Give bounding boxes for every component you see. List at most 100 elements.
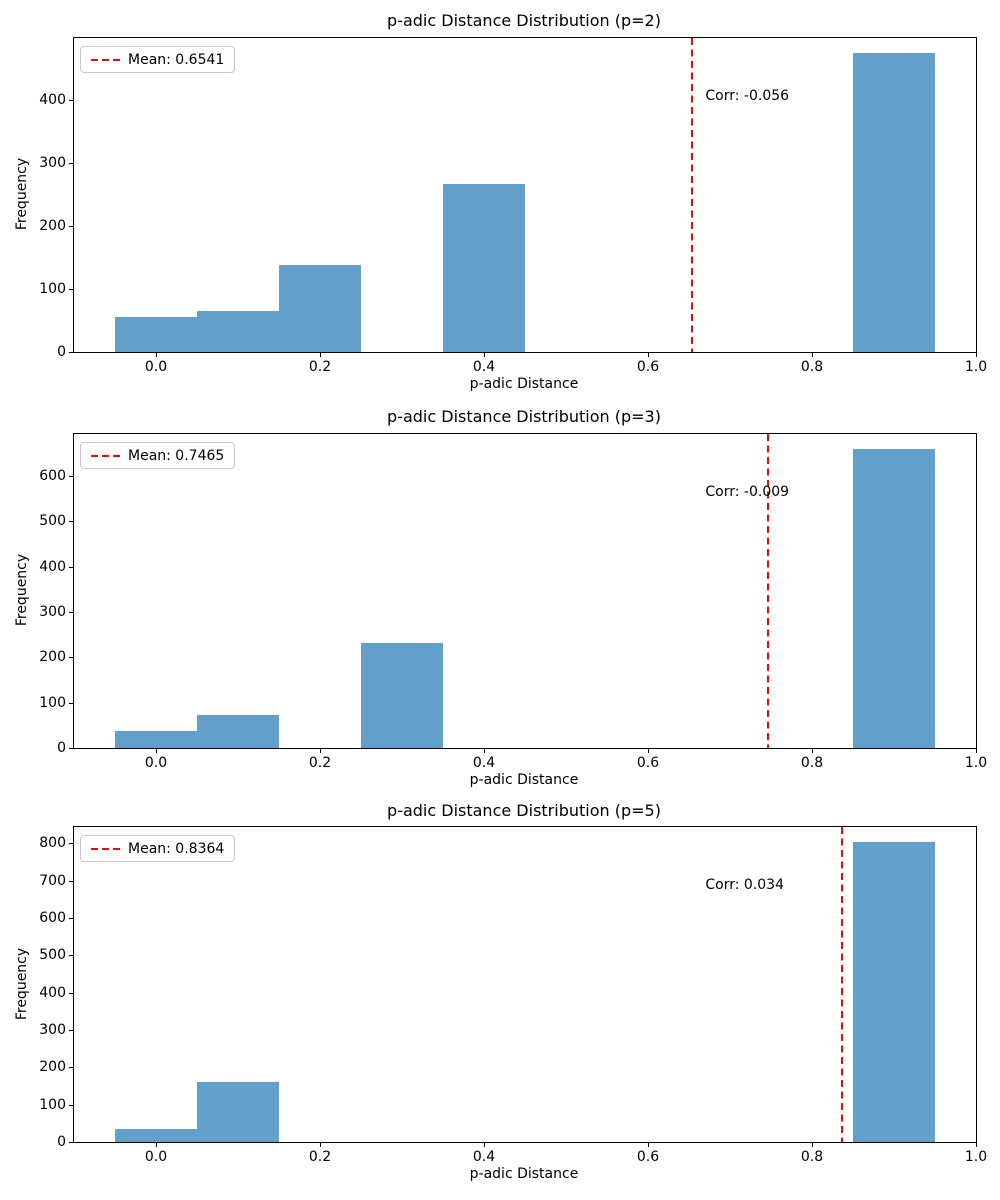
y-tick-label: 300 <box>39 604 66 621</box>
mean-line <box>840 827 843 1142</box>
x-tick-label: 1.0 <box>964 1149 988 1165</box>
x-tick-mark <box>156 353 157 357</box>
y-tick-label: 400 <box>39 558 66 575</box>
y-tick-mark <box>69 566 73 568</box>
corr-annotation: Corr: 0.034 <box>705 877 784 893</box>
legend-label: Mean: 0.8364 <box>128 840 225 857</box>
y-tick-label: 100 <box>39 1096 66 1113</box>
y-tick-mark <box>69 1067 73 1069</box>
x-tick-mark <box>648 749 649 753</box>
y-tick-mark <box>69 955 73 957</box>
plot-title: p-adic Distance Distribution (p=3) <box>387 407 661 426</box>
y-tick-label: 500 <box>39 947 66 964</box>
x-tick-mark <box>976 1143 977 1147</box>
y-tick-mark <box>69 1030 73 1032</box>
x-tick-mark <box>484 749 485 753</box>
y-tick-label: 700 <box>39 872 66 889</box>
plot-area: Mean: 0.6541 Corr: -0.056 0.0 0.2 0.4 0.6 0.… <box>39 37 987 375</box>
y-tick-mark <box>69 992 73 994</box>
x-tick-label: 0.0 <box>144 755 168 771</box>
x-tick-mark <box>320 1143 321 1147</box>
x-tick-label: 0.4 <box>472 1149 496 1165</box>
mean-line-legend-swatch <box>91 58 120 61</box>
legend: Mean: 0.8364 <box>80 835 236 862</box>
mean-line <box>691 38 694 352</box>
legend: Mean: 0.6541 <box>80 46 236 73</box>
histogram-bar <box>197 311 279 352</box>
y-tick-label: 400 <box>39 92 66 109</box>
x-tick-mark <box>484 1143 485 1147</box>
histogram-bar <box>115 1128 197 1142</box>
y-tick-mark <box>69 612 73 614</box>
y-tick-label: 300 <box>39 155 66 172</box>
y-tick-mark <box>69 748 73 749</box>
x-tick-mark <box>812 1143 813 1147</box>
x-tick-mark <box>812 353 813 357</box>
y-tick-label: 200 <box>39 1059 66 1076</box>
y-tick-label: 100 <box>39 694 66 711</box>
y-tick-label: 200 <box>39 649 66 666</box>
y-tick-label: 200 <box>39 218 66 235</box>
y-tick-label: 0 <box>57 740 66 756</box>
x-tick-mark <box>320 353 321 357</box>
y-tick-label: 100 <box>39 281 66 298</box>
x-tick-label: 0.0 <box>144 1149 168 1165</box>
x-tick-label: 1.0 <box>964 359 988 375</box>
histogram-bar <box>853 448 935 748</box>
plot-title: p-adic Distance Distribution (p=5) <box>387 801 661 820</box>
x-tick-label: 0.6 <box>636 359 660 375</box>
mean-line-legend-swatch <box>91 847 120 850</box>
y-tick-mark <box>69 100 73 102</box>
x-tick-label: 0.8 <box>800 359 824 375</box>
x-tick-label: 0.4 <box>472 755 496 771</box>
y-tick-mark <box>69 289 73 291</box>
y-tick-mark <box>69 918 73 920</box>
y-tick-label: 800 <box>39 835 66 852</box>
x-tick-mark <box>812 749 813 753</box>
y-tick-mark <box>69 657 73 659</box>
x-tick-label: 0.8 <box>800 755 824 771</box>
y-tick-mark <box>69 880 73 882</box>
y-tick-mark <box>69 352 73 353</box>
legend-label: Mean: 0.6541 <box>128 51 225 68</box>
x-tick-mark <box>648 353 649 357</box>
y-tick-mark <box>69 1104 73 1106</box>
x-tick-mark <box>156 749 157 753</box>
x-tick-mark <box>648 1143 649 1147</box>
x-axis-label: p-adic Distance <box>469 772 579 788</box>
histogram-bar <box>853 842 935 1142</box>
plot-title: p-adic Distance Distribution (p=2) <box>387 11 661 30</box>
x-tick-mark <box>484 353 485 357</box>
plot-area: Mean: 0.8364 Corr: 0.034 0.0 0.2 0.4 0.6 0.8… <box>39 826 987 1165</box>
x-tick-label: 0.2 <box>308 755 332 771</box>
x-tick-label: 0.0 <box>144 359 168 375</box>
y-tick-label: 300 <box>39 1022 66 1039</box>
x-tick-mark <box>976 353 977 357</box>
y-tick-mark <box>69 843 73 845</box>
y-tick-mark <box>69 1142 73 1143</box>
corr-annotation: Corr: -0.056 <box>705 87 790 104</box>
corr-annotation: Corr: -0.009 <box>705 483 790 500</box>
y-tick-mark <box>69 702 73 704</box>
y-tick-label: 0 <box>57 1134 66 1150</box>
histogram-bar <box>197 1082 279 1142</box>
x-tick-label: 0.2 <box>308 1149 332 1165</box>
histogram-bar <box>279 265 361 352</box>
x-tick-label: 0.6 <box>636 1149 660 1165</box>
histogram-bar <box>443 183 525 352</box>
x-tick-mark <box>976 749 977 753</box>
plot-area: Mean: 0.7465 Corr: -0.009 0.0 0.2 0.4 0.6 0.… <box>39 433 987 771</box>
mean-line <box>767 434 770 748</box>
y-tick-mark <box>69 226 73 228</box>
x-tick-mark <box>320 749 321 753</box>
histogram-bar <box>197 715 279 748</box>
x-tick-label: 0.6 <box>636 755 660 771</box>
y-tick-mark <box>69 163 73 165</box>
y-tick-label: 500 <box>39 513 66 530</box>
histogram-bar <box>115 731 197 748</box>
x-axis-label: p-adic Distance <box>469 1166 579 1182</box>
x-tick-mark <box>156 1143 157 1147</box>
y-tick-label: 400 <box>39 984 66 1001</box>
y-tick-label: 0 <box>57 344 66 360</box>
